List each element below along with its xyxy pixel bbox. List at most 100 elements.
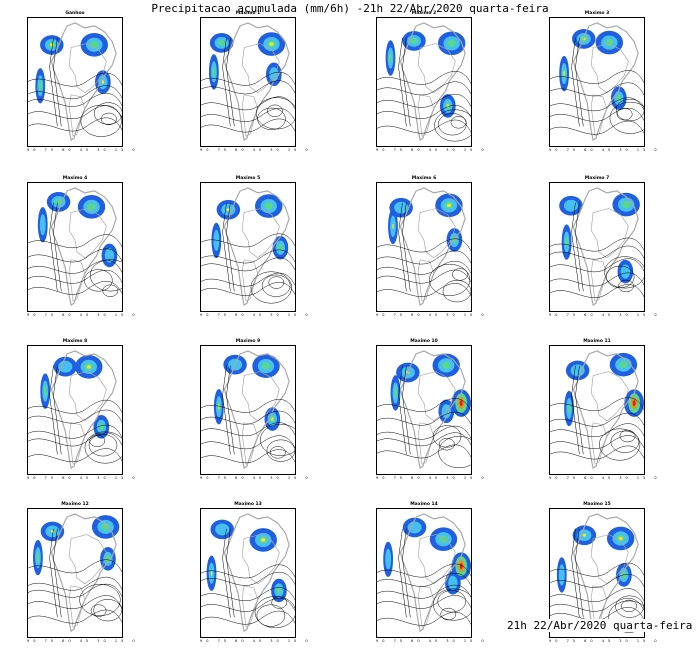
pressure-contour [268,276,285,289]
country-border [68,259,86,302]
map-panel [549,345,645,475]
pressure-contour [609,101,644,134]
pressure-contour [550,245,644,260]
pressure-contour [28,93,122,107]
pressure-contour [201,435,295,450]
pressure-contour [398,202,407,292]
panel-label: Maximo 11 [583,339,611,344]
continent-outline [572,22,639,142]
precip-area [385,548,392,570]
pressure-contour [28,399,122,414]
x-tick-labels: 90 75 60 45 30 15 0 [549,639,661,643]
pressure-contour [550,423,644,438]
precip-area [558,564,565,586]
x-tick-labels: 90 75 60 45 30 15 0 [376,476,488,480]
precip-area [36,552,40,563]
pressure-contour [201,118,295,133]
pressure-contour [550,397,644,412]
panel-label: Maximo 12 [61,502,89,507]
pressure-contour [377,584,471,599]
precip-map [377,513,471,633]
pressure-contour [621,599,637,613]
pressure-contour [402,37,411,127]
pressure-contour [28,117,122,132]
pressure-contour [28,583,122,598]
precip-map [550,350,644,470]
pressure-contour [222,202,231,292]
pressure-contour [550,107,644,122]
continent-outline [50,350,117,470]
x-tick-labels: 90 75 60 45 30 15 0 [200,476,312,480]
pressure-contour [377,283,471,297]
map-panel [200,17,296,147]
precip-area [410,37,418,44]
precip-area [618,536,623,541]
precip-area [392,223,394,230]
pressure-contour [377,71,471,85]
pressure-contour [255,97,295,130]
pressure-contour [377,260,471,275]
precip-area [212,66,216,78]
pressure-contour [201,587,295,602]
precip-area [218,404,220,410]
pressure-contour [28,234,122,249]
pressure-contour [550,562,644,577]
country-border [68,208,107,259]
precip-area [39,214,46,236]
pressure-contour [222,365,231,455]
precip-area [441,404,452,419]
panel-label: Maximo 7 [584,176,610,181]
pressure-contour [201,249,295,264]
continent-outline [50,513,117,633]
pressure-contour [28,448,122,463]
pressure-contour [260,423,295,456]
pressure-contour [575,528,584,618]
panel-label: Maximo 6 [411,176,437,181]
country-border [68,534,107,585]
panel-label: Maximo 3 [584,11,610,16]
pressure-contour [616,108,633,121]
precip-area [605,39,614,47]
pressure-contour [222,37,231,127]
precip-area [622,201,631,209]
continent-outline [50,22,117,142]
pressure-contour [571,528,580,618]
country-border [417,94,435,137]
continent-outline [223,22,290,142]
pressure-contour [28,595,122,609]
precip-map [201,187,295,307]
precip-area [448,575,458,590]
pressure-contour [201,96,295,111]
x-tick-labels: 90 75 60 45 30 15 0 [27,313,139,317]
pressure-contour [550,574,644,588]
precip-area [43,385,47,397]
pressure-contour [377,444,471,459]
pressure-contour [377,398,471,412]
pressure-contour [550,597,644,612]
pressure-contour [575,202,584,292]
pressure-contour [575,37,584,127]
pressure-contour [226,202,235,292]
pressure-contour [610,430,640,453]
pressure-contour [201,410,295,425]
pressure-contour [254,596,295,629]
pressure-contour [28,259,122,274]
pressure-contour [49,528,58,618]
pressure-contour [100,112,117,126]
pressure-contour [201,449,295,464]
country-border [590,534,629,585]
panel-label: Maximo 1 [235,11,261,16]
precip-area [218,39,226,46]
pressure-contour [550,445,644,460]
precip-area [446,203,452,208]
precip-area [442,361,451,369]
precip-area [389,52,392,64]
precip-area [264,202,273,210]
pressure-contour [550,435,644,449]
x-tick-labels: 90 75 60 45 30 15 0 [27,476,139,480]
pressure-contour [201,108,295,122]
precip-area [407,521,422,534]
continent-outline [399,350,466,470]
precip-area [447,39,456,47]
pressure-contour [550,97,644,112]
